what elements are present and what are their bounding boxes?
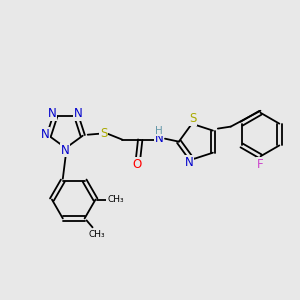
Text: H: H	[155, 126, 163, 136]
Text: S: S	[100, 127, 107, 140]
Text: N: N	[155, 132, 164, 145]
Text: F: F	[257, 158, 264, 171]
Text: CH₃: CH₃	[88, 230, 105, 239]
Text: N: N	[40, 128, 49, 141]
Text: N: N	[184, 156, 193, 169]
Text: S: S	[189, 112, 197, 125]
Text: N: N	[74, 107, 82, 120]
Text: CH₃: CH₃	[107, 195, 124, 204]
Text: N: N	[60, 143, 69, 157]
Text: O: O	[133, 158, 142, 171]
Text: N: N	[48, 107, 57, 120]
